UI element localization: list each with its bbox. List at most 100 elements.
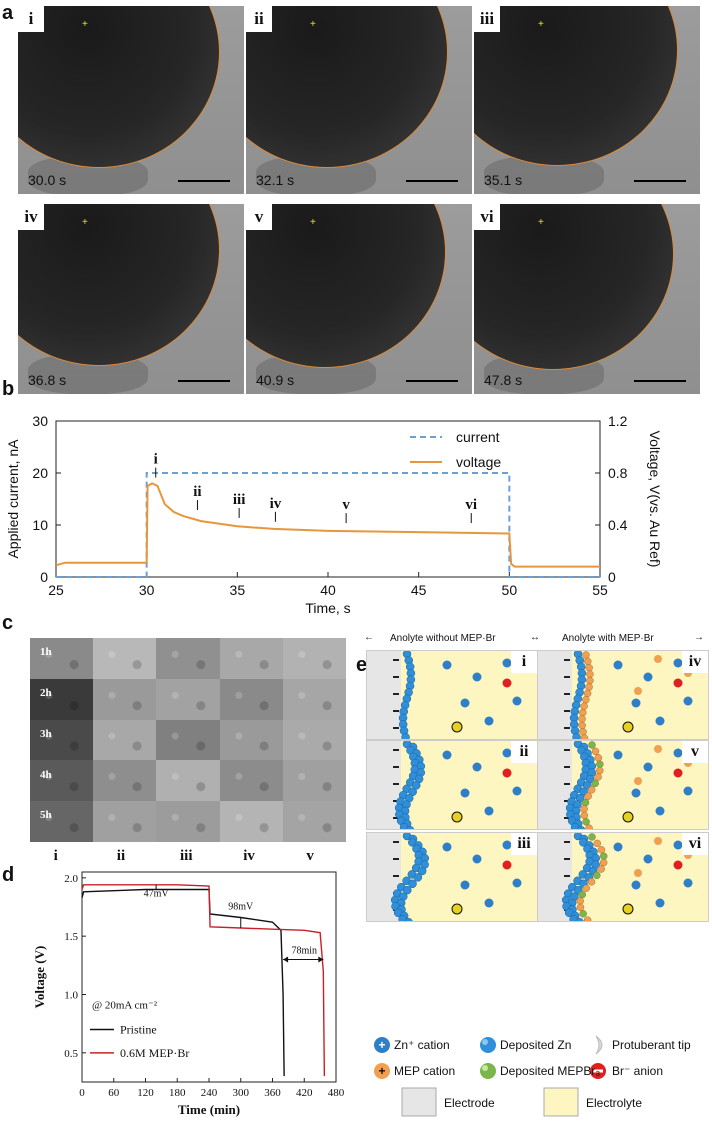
sem-column-label: iv — [243, 848, 255, 864]
x-tick-label: 240 — [201, 1087, 218, 1099]
schematic-stage-tag: ii — [511, 741, 537, 763]
arrowhead-left-icon — [283, 956, 289, 963]
zn-cation-icon — [631, 698, 641, 708]
x-tick-label: 45 — [411, 582, 427, 598]
mep-layer-icon — [576, 897, 584, 905]
legend-protuberant-tip: Protuberant tip — [612, 1038, 691, 1052]
sem-column-label: iii — [180, 848, 193, 864]
mep-layer-icon — [597, 846, 606, 854]
x-tick-label: 480 — [328, 1087, 345, 1099]
tem-frame: + ii 32.1 s — [246, 6, 472, 194]
series-line — [81, 884, 326, 1077]
sem-image — [93, 719, 157, 761]
schematic-stage-tag: iv — [682, 651, 708, 673]
x-tick-label: 420 — [296, 1087, 313, 1099]
zn-cation-icon — [613, 660, 623, 670]
annotation-label: vi — [465, 497, 477, 513]
series-current — [56, 472, 600, 578]
x-tick-label: 180 — [169, 1087, 186, 1099]
deposited-zn-icon — [577, 825, 586, 829]
mep-layer-icon — [576, 903, 585, 912]
scale-bar — [406, 380, 458, 382]
electrode-swatch — [401, 1087, 437, 1117]
y-tick-label: 2.0 — [64, 873, 78, 885]
scale-bar — [178, 380, 230, 382]
x-tick-label: 0 — [79, 1087, 85, 1099]
y-tick-label: 1.5 — [64, 931, 78, 943]
mep-layer-icon — [582, 651, 590, 659]
zn-cation-icon — [631, 788, 641, 798]
zn-cation-icon — [512, 696, 522, 706]
electron-icon — [622, 721, 634, 733]
scale-bar — [406, 180, 458, 182]
annotation-label: 98mV — [228, 901, 254, 912]
mep-layer-icon — [591, 779, 599, 788]
deposited-zn-icon — [413, 873, 423, 882]
deposited-zn-icon — [401, 732, 410, 739]
negative-charge-icon — [393, 766, 399, 768]
y-right-tick-label: 0.4 — [608, 517, 628, 533]
y-right-axis-label: Voltage, V(vs. Au Ref) — [647, 431, 663, 568]
br-anion-icon — [673, 678, 683, 688]
electrolyte-swatch — [543, 1087, 579, 1117]
mep-layer-icon — [578, 715, 586, 723]
negative-charge-icon — [393, 841, 399, 843]
cursor-marker-icon: + — [310, 19, 316, 30]
sem-image — [282, 678, 346, 720]
plot-frame — [55, 420, 601, 578]
zn-cation-icon — [683, 696, 693, 706]
mep-layer-icon — [579, 728, 587, 736]
negative-charge-icon — [564, 749, 570, 751]
panel-label-e: e — [356, 654, 368, 676]
deposited-zn-icon — [408, 879, 417, 889]
mep-layer-icon — [580, 702, 588, 710]
zn-cation-icon — [442, 750, 452, 760]
zn-cation-icon — [502, 748, 512, 758]
sem-image — [219, 760, 283, 802]
scale-bar — [178, 180, 230, 182]
sem-image — [219, 801, 283, 842]
zn-cation-icon — [484, 806, 494, 816]
annotation-label: iii — [233, 492, 246, 508]
mep-cation-icon — [634, 777, 642, 785]
negative-charge-icon — [564, 800, 570, 802]
annotation-label: 78min — [291, 946, 317, 957]
deposited-zn-icon — [572, 732, 581, 739]
header-with-mep: Anolyte with MEP·Br — [562, 633, 654, 644]
tem-frame: + iii 35.1 s — [474, 6, 700, 194]
mep-layer-icon — [580, 734, 589, 739]
cursor-marker-icon: + — [538, 217, 544, 228]
negative-charge-icon — [564, 875, 570, 877]
y-tick-label: 0 — [40, 569, 48, 585]
zn-cation-icon — [472, 672, 482, 682]
legend-voltage-label: voltage — [456, 454, 501, 470]
negative-charge-icon — [564, 710, 570, 712]
panel-label-b: b — [2, 378, 15, 400]
deposited-zn-icon — [575, 917, 584, 921]
svg-text:+: + — [378, 1064, 385, 1078]
deposited-zn-icon — [411, 781, 421, 790]
sem-image — [156, 760, 220, 802]
negative-charge-icon — [564, 841, 570, 843]
negative-charge-icon — [393, 693, 399, 695]
zn-cation-icon — [631, 880, 641, 890]
legend-mep-label: 0.6M MEP·Br — [120, 1046, 189, 1060]
frame-tag: i — [18, 6, 44, 32]
frame-time: 40.9 s — [256, 372, 295, 388]
sem-image — [30, 638, 94, 679]
frame-time: 35.1 s — [484, 172, 523, 188]
protuberant-tip-legend-icon — [595, 1035, 603, 1055]
zn-cation-icon — [512, 786, 522, 796]
sem-image — [156, 719, 220, 761]
negative-charge-icon — [393, 676, 399, 678]
zn-cation-icon — [613, 842, 623, 852]
zn-cation-icon — [673, 748, 683, 758]
y-axis-label: Applied current, nA — [5, 439, 21, 559]
sem-column-label: i — [53, 848, 58, 864]
sem-image — [93, 678, 157, 720]
electron-icon — [451, 721, 463, 733]
mep-layer-icon — [578, 890, 586, 899]
sem-image — [30, 719, 94, 761]
mep-cation-icon — [654, 837, 662, 845]
mep-layer-icon — [585, 664, 593, 672]
